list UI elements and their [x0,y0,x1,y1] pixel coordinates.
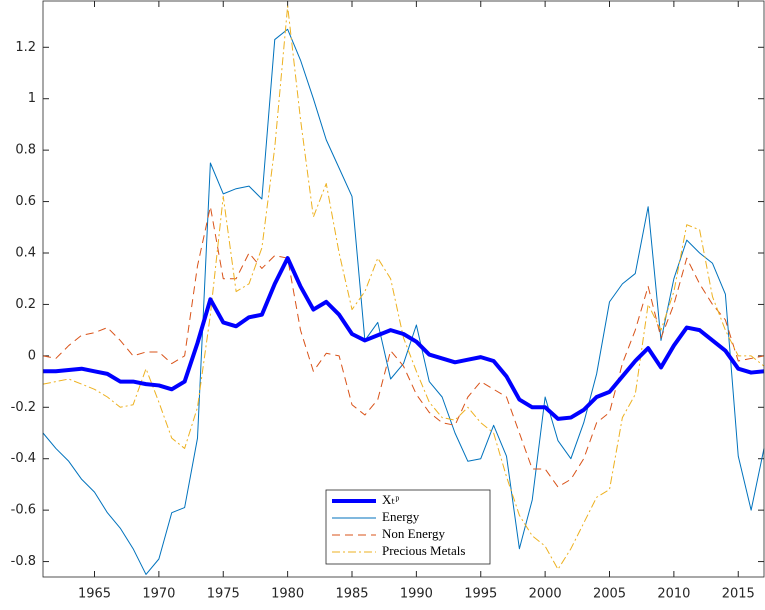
x-tick-label: 2010 [657,587,690,602]
y-tick-label: 0.8 [15,143,36,158]
y-tick-label: -0.8 [11,554,36,569]
x-tick-label: 1970 [142,587,175,602]
y-tick-label: 1.2 [15,40,36,55]
x-tick-label: 2005 [593,587,626,602]
x-tick-label: 1980 [271,587,304,602]
y-tick-label: 0.4 [15,246,36,261]
legend-label: Energy [382,509,420,524]
x-tick-label: 1965 [78,587,111,602]
x-tick-label: 1985 [335,587,368,602]
x-tick-label: 2000 [529,587,562,602]
y-tick-label: -0.6 [11,503,36,518]
series-line [43,256,765,421]
plot-frame [42,0,765,578]
legend-label: Precious Metals [382,543,465,558]
series-line [42,28,765,575]
x-tick-label: 1995 [464,587,497,602]
legend-label: Non Energy [382,526,445,541]
y-tick-label: 0 [28,348,36,363]
x-tick-label: 2015 [722,587,755,602]
x-tick-label: 1975 [207,587,240,602]
y-tick-label: -0.4 [11,451,36,466]
legend: Xₜᵖ Energy Non Energy Precious Metals [325,489,491,565]
series-line [42,206,765,488]
y-tick-label: 1 [28,91,36,106]
series-line [42,5,765,570]
y-tick-label: 0.6 [15,194,36,209]
y-tick-label: -0.2 [11,400,36,415]
legend-label: Xₜᵖ [382,492,399,507]
y-tick-label: 0.2 [15,297,36,312]
x-tick-label: 1990 [400,587,433,602]
